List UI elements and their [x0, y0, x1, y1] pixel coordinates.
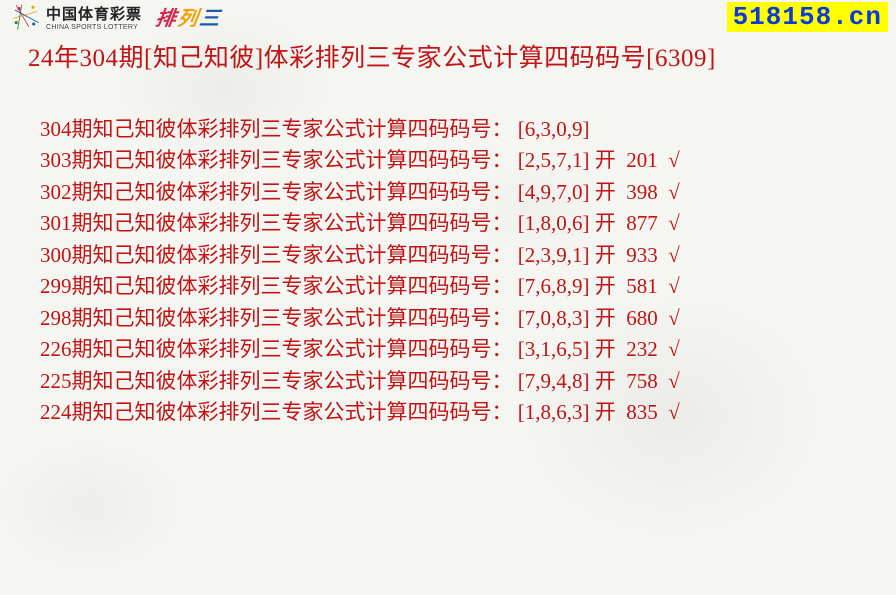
- lottery-logo-block: 中国体育彩票 CHINA SPORTS LOTTERY 排 列 三: [12, 2, 220, 31]
- page-title: 24年304期[知己知彼]体彩排列三专家公式计算四码码号[6309]: [0, 32, 896, 74]
- pailie-char-2: 列: [176, 2, 200, 31]
- lottery-name-en: CHINA SPORTS LOTTERY: [46, 24, 142, 31]
- site-badge: 518158.cn: [727, 2, 888, 32]
- entry-row: 302期知己知彼体彩排列三专家公式计算四码码号： [4,9,7,0] 开 398…: [40, 177, 896, 209]
- pailie-char-1: 排: [154, 2, 178, 31]
- entry-row: 224期知己知彼体彩排列三专家公式计算四码码号： [1,8,6,3] 开 835…: [40, 397, 896, 429]
- lottery-logo-icon: [12, 3, 40, 31]
- entry-row: 304期知己知彼体彩排列三专家公式计算四码码号： [6,3,0,9]: [40, 114, 896, 146]
- entry-row: 298期知己知彼体彩排列三专家公式计算四码码号： [7,0,8,3] 开 680…: [40, 303, 896, 335]
- entry-row: 301期知己知彼体彩排列三专家公式计算四码码号： [1,8,0,6] 开 877…: [40, 208, 896, 240]
- entry-row: 303期知己知彼体彩排列三专家公式计算四码码号： [2,5,7,1] 开 201…: [40, 145, 896, 177]
- pailie-logo: 排 列 三: [156, 2, 220, 31]
- lottery-logo-text: 中国体育彩票 CHINA SPORTS LOTTERY: [46, 3, 142, 31]
- page-header: 中国体育彩票 CHINA SPORTS LOTTERY 排 列 三 518158…: [0, 0, 896, 32]
- lottery-name-cn: 中国体育彩票: [46, 3, 142, 24]
- entry-row: 299期知己知彼体彩排列三专家公式计算四码码号： [7,6,8,9] 开 581…: [40, 271, 896, 303]
- entry-row: 226期知己知彼体彩排列三专家公式计算四码码号： [3,1,6,5] 开 232…: [40, 334, 896, 366]
- entry-row: 225期知己知彼体彩排列三专家公式计算四码码号： [7,9,4,8] 开 758…: [40, 366, 896, 398]
- entry-row: 300期知己知彼体彩排列三专家公式计算四码码号： [2,3,9,1] 开 933…: [40, 240, 896, 272]
- entries-list: 304期知己知彼体彩排列三专家公式计算四码码号： [6,3,0,9]303期知己…: [0, 74, 896, 429]
- pailie-char-3: 三: [198, 2, 222, 31]
